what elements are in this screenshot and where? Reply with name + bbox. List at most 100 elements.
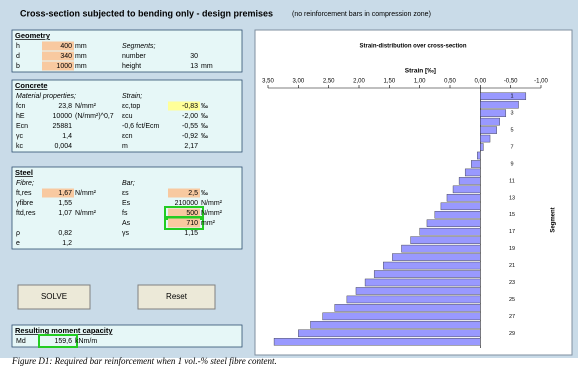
bar [383,261,481,270]
bar [334,304,481,312]
field-unit: (N/mm²)^0,7 [75,113,114,120]
panel-title: Geometry [15,31,51,40]
button-face [17,284,91,310]
field-value: 400 [60,43,72,50]
bar [346,295,481,304]
bar [364,278,481,287]
button[interactable]: SOLVE [41,292,67,301]
field-value: 340 [60,53,72,60]
field-value: -0,83 [182,103,198,110]
field-value: 10000 [53,113,73,120]
y-tick-label: 23 [509,280,515,286]
field-unit: mm [75,53,87,60]
field-unit: ‰ [201,123,208,130]
x-tick-label: 2,50 [323,79,335,85]
y-tick-label: 1 [510,94,513,100]
bar [480,92,527,100]
field-value: 1,07 [58,210,72,217]
field-value: 710 [186,220,198,227]
field-label: hE [16,113,25,120]
field-unit: ‰ [201,113,208,120]
panel [11,79,243,153]
field-label: ftd,res [16,210,36,217]
y-tick-label: 11 [509,178,515,184]
field-unit: ‰ [201,190,208,197]
field-value: 30 [190,53,198,60]
bar [480,126,497,134]
field-unit: N/mm² [201,200,223,207]
field-unit: ‰ [201,103,208,110]
x-tick-label: -1,00 [534,79,548,85]
field-label: b [16,63,20,70]
bar [446,194,481,202]
bar [480,109,507,117]
bar [392,253,481,261]
field-value: 159,6 [54,338,72,345]
y-axis-label: Segment [551,207,557,232]
panel [11,324,243,348]
field-label: Md [16,338,26,345]
field-value: -0,55 [182,123,198,130]
button-face [137,284,216,310]
bar [373,270,481,278]
bar [355,287,481,295]
bar [410,236,481,244]
field-value: 23,8 [58,103,72,110]
bar [480,100,519,109]
caption: Figure D1: Required bar reinforcement wh… [11,356,277,366]
x-tick-label: 0,00 [474,79,486,85]
field-value: -0,92 [182,133,198,140]
y-tick-label: 19 [509,246,515,252]
field-unit: ‰ [201,133,208,140]
field-value: 2,17 [184,143,198,150]
field-label: Bar; [122,180,135,187]
x-tick-label: 3,00 [292,79,304,85]
y-tick-label: 3 [510,111,513,117]
y-tick-label: 13 [509,195,515,201]
field-value: -2,00 [182,113,198,120]
bar [480,143,484,151]
y-tick-label: 25 [509,297,515,303]
field-label: εcu [122,113,133,120]
field-label: d [16,53,20,60]
x-tick-label: 2,00 [353,79,365,85]
panel-title: Concrete [15,81,48,90]
field-label: Strain; [122,93,142,100]
field-value: 1,15 [184,230,198,237]
input-cell [168,188,200,198]
field-value: 13 [190,63,198,70]
field-label: kc [16,143,24,150]
field-unit: N/mm² [75,210,97,217]
y-tick-label: 7 [510,144,513,150]
x-tick-label: 1,50 [383,79,395,85]
field-value: 500 [186,210,198,217]
y-tick-label: 15 [509,212,515,218]
bar [419,227,481,236]
field-label: Material properties; [16,93,76,100]
header-note: (no reinforcement bars in compression zo… [292,11,431,18]
bar [426,219,481,227]
field-label: height [122,63,141,70]
y-tick-label: 17 [509,229,515,235]
field-label: fs [122,210,128,217]
field-label: γs [122,230,130,237]
bar [452,185,481,194]
bar [273,338,481,346]
bar [464,168,481,177]
field-value: 2,5 [188,190,198,197]
input-cell [42,188,74,198]
input-cell [42,41,74,51]
field-label: e [16,240,20,247]
field-value: 1,2 [62,240,72,247]
panel-title: Resulting moment capacity [15,326,113,335]
bar [477,151,481,160]
field-label: ft,res [16,190,32,197]
field-value: 25881 [53,123,73,130]
field-label: εcn [122,133,133,140]
field-value: 0,82 [58,230,72,237]
field-value: 0,004 [54,143,72,150]
field-unit: mm [75,63,87,70]
button[interactable]: Reset [166,292,188,301]
field-unit: mm [201,63,213,70]
